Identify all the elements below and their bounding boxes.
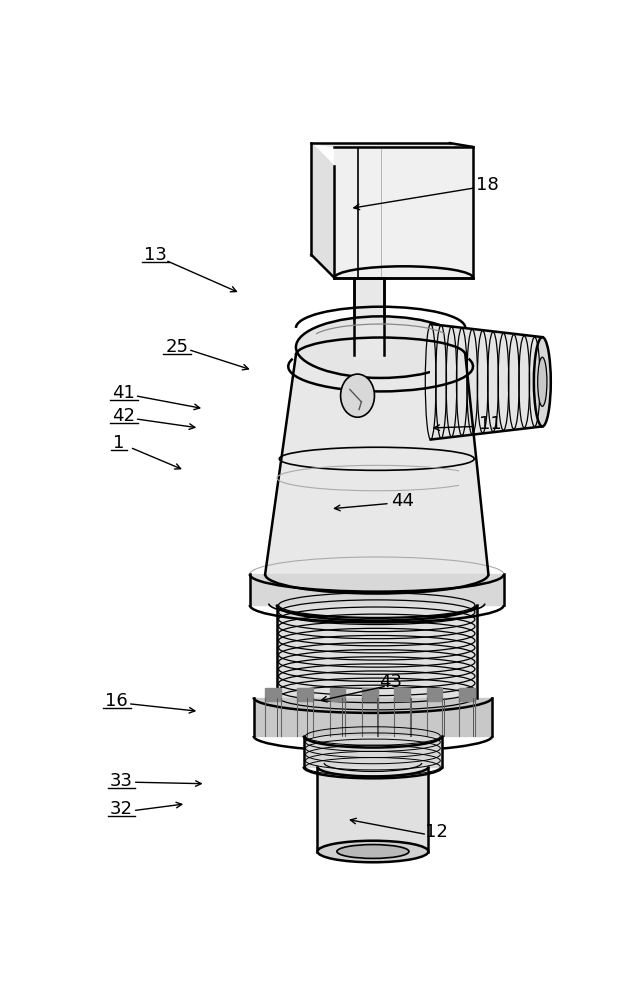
Text: 32: 32 (110, 800, 133, 818)
Polygon shape (427, 688, 442, 701)
Polygon shape (330, 688, 345, 701)
Ellipse shape (296, 316, 466, 378)
Polygon shape (394, 688, 410, 701)
Polygon shape (304, 736, 442, 767)
Ellipse shape (341, 374, 374, 417)
Polygon shape (249, 574, 504, 605)
Text: 18: 18 (476, 176, 499, 194)
Ellipse shape (337, 845, 409, 858)
Polygon shape (253, 698, 492, 736)
Text: 44: 44 (391, 492, 415, 510)
Polygon shape (277, 605, 477, 698)
Text: 33: 33 (110, 772, 133, 790)
Text: 1: 1 (113, 434, 125, 452)
Text: 43: 43 (379, 673, 403, 691)
Ellipse shape (534, 337, 551, 426)
Polygon shape (431, 324, 542, 440)
Text: 11: 11 (479, 415, 501, 433)
Text: 42: 42 (113, 407, 135, 425)
Polygon shape (353, 278, 384, 320)
Ellipse shape (318, 841, 428, 862)
Text: 13: 13 (144, 246, 167, 264)
Text: 12: 12 (425, 823, 449, 841)
Polygon shape (311, 143, 473, 147)
Text: 16: 16 (105, 692, 128, 710)
Polygon shape (265, 688, 280, 701)
Polygon shape (311, 143, 335, 278)
Polygon shape (459, 688, 474, 701)
Polygon shape (318, 767, 428, 852)
Polygon shape (335, 147, 473, 278)
Ellipse shape (537, 357, 547, 406)
Polygon shape (362, 688, 377, 701)
Text: 25: 25 (166, 338, 189, 356)
Polygon shape (265, 355, 488, 574)
Polygon shape (353, 320, 384, 359)
Text: 41: 41 (113, 384, 135, 402)
Polygon shape (297, 688, 313, 701)
